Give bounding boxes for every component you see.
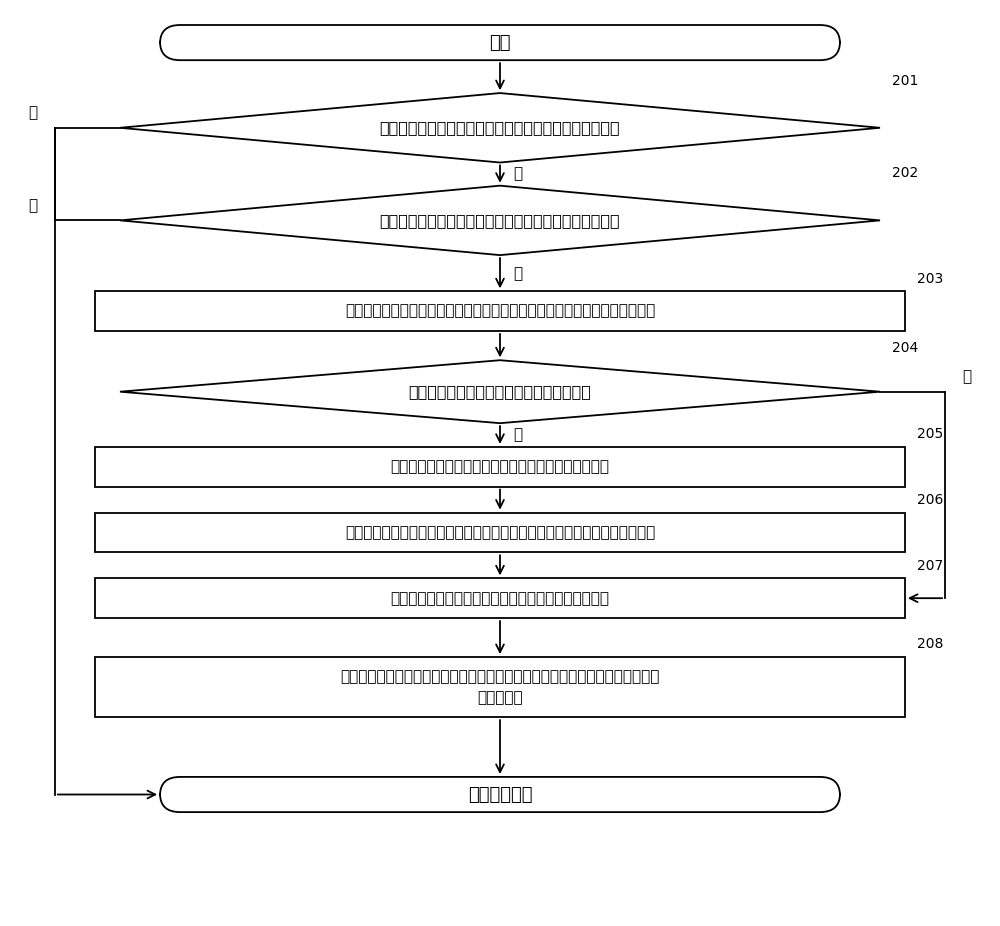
Text: 203: 203 — [917, 271, 943, 285]
Text: 是: 是 — [513, 266, 523, 281]
Text: 206: 206 — [917, 493, 943, 507]
FancyBboxPatch shape — [95, 447, 905, 487]
Text: 结束本次流程: 结束本次流程 — [468, 785, 532, 804]
Text: 201: 201 — [892, 73, 918, 88]
Polygon shape — [120, 360, 880, 423]
Text: 控制机判断抗干扰性能指标的变化量是否大于预设变化量: 控制机判断抗干扰性能指标的变化量是否大于预设变化量 — [380, 213, 620, 228]
Text: 是: 是 — [513, 167, 523, 181]
Text: 开始: 开始 — [489, 33, 511, 52]
Text: 否: 否 — [513, 428, 523, 443]
Text: 否: 否 — [28, 106, 38, 120]
Text: 202: 202 — [892, 166, 918, 180]
Text: 自适应抗干扰天线信道综合系统在接收到警报提示之后，在预设时间内停止切换
自适应算法: 自适应抗干扰天线信道综合系统在接收到警报提示之后，在预设时间内停止切换 自适应算… — [340, 669, 660, 705]
Text: 自适应抗干扰天线信道综合系统在接收到上述切换指令之后，切换自适应算法: 自适应抗干扰天线信道综合系统在接收到上述切换指令之后，切换自适应算法 — [345, 525, 655, 540]
FancyBboxPatch shape — [160, 25, 840, 60]
Text: 204: 204 — [892, 341, 918, 355]
Text: 控制机向自适应抗干扰天线信道综合系统发送警报提示: 控制机向自适应抗干扰天线信道综合系统发送警报提示 — [390, 591, 610, 606]
FancyBboxPatch shape — [95, 657, 905, 717]
Text: 控制机向自适应抗干扰天线信道综合系统发送切换指令: 控制机向自适应抗干扰天线信道综合系统发送切换指令 — [390, 459, 610, 474]
FancyBboxPatch shape — [95, 291, 905, 331]
Text: 205: 205 — [917, 427, 943, 442]
FancyBboxPatch shape — [95, 513, 905, 552]
Polygon shape — [120, 93, 880, 163]
Text: 208: 208 — [917, 637, 943, 652]
Text: 是: 是 — [962, 369, 972, 384]
Text: 控制机检测天线的抗干扰性能指标的变化趋势是否为减小: 控制机检测天线的抗干扰性能指标的变化趋势是否为减小 — [380, 120, 620, 135]
FancyBboxPatch shape — [160, 777, 840, 812]
Text: 否: 否 — [28, 198, 38, 213]
Polygon shape — [120, 185, 880, 255]
Text: 控制机统计控制机向自适应抗干扰天线信道综合系统发送切换指令的发送次数: 控制机统计控制机向自适应抗干扰天线信道综合系统发送切换指令的发送次数 — [345, 304, 655, 319]
FancyBboxPatch shape — [95, 578, 905, 619]
Text: 207: 207 — [917, 558, 943, 572]
Text: 控制机判断上述发送次数是否大于预设次数: 控制机判断上述发送次数是否大于预设次数 — [409, 384, 591, 399]
